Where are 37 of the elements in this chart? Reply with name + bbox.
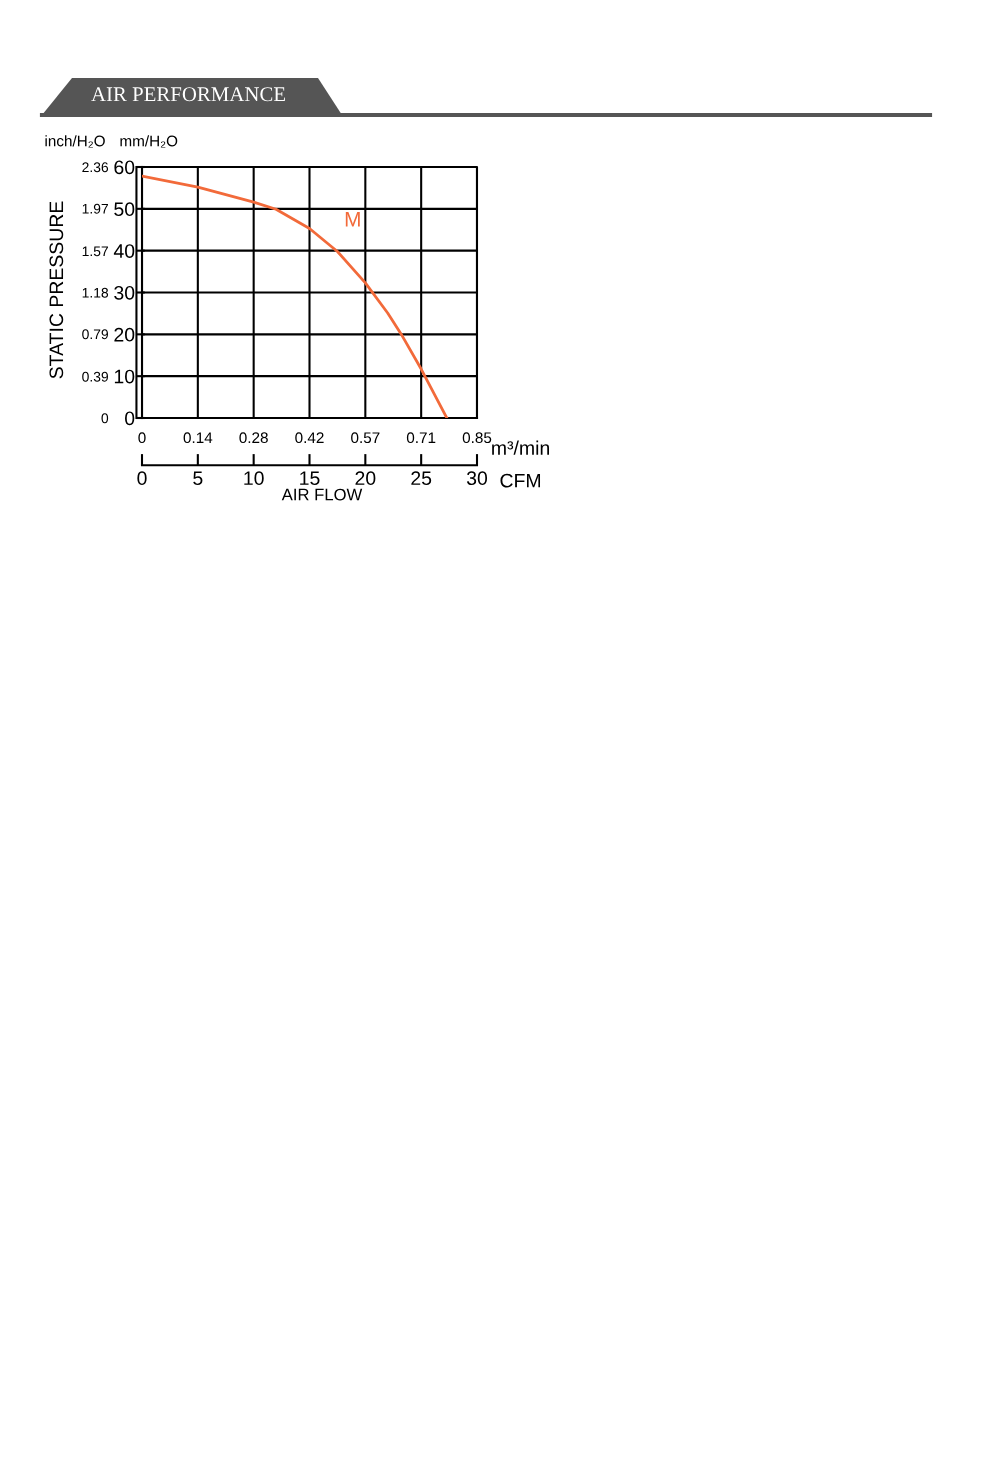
y-tick-label: 20 [114,327,135,342]
y-axis-title: mm/H₂O [120,135,178,148]
chart-title: AIR PERFORMANCE [91,87,286,102]
y2-tick-label: 1.57 [82,246,108,257]
text: STATIC PRESSURE [49,201,64,379]
x2-tick-label: 0 [138,432,146,444]
x-tick-label: 15 [300,471,320,486]
x2-tick-label: 0.28 [239,432,268,444]
x-tick-label: 20 [355,471,376,486]
x-tick-label: 0 [137,471,147,486]
y2-tick-label: 1.18 [82,287,109,298]
x-axis-title: CFM [500,473,541,488]
y2-tick-label: 0 [101,413,109,424]
y-tick-label: 50 [114,202,135,217]
y2-tick-label: 2.36 [82,162,109,173]
x-tick-label: 5 [193,471,203,486]
x2-axis-title: m³/min [492,440,549,455]
series-label: M [345,212,360,227]
x2-tick-label: 0.85 [462,432,492,444]
y2-tick-label: 0.79 [82,329,109,340]
x-tick-label: 25 [411,471,432,486]
y-tick-label: 60 [114,160,135,175]
y2-axis-title: inch/H₂O [45,135,105,148]
x2-tick-label: 0.57 [351,432,380,444]
y2-tick-label: 1.97 [82,203,108,214]
x2-tick-label: 0.42 [295,432,324,444]
x-tick-label: 10 [244,471,264,486]
y-tick-label: 30 [114,285,135,300]
x2-tick-label: 0.14 [183,432,213,444]
y-tick-label: 0 [125,411,135,426]
x2-tick-label: 0.71 [406,432,436,444]
x-tick-label: 30 [466,471,488,486]
y-tick-label: 40 [113,244,135,258]
text: AIR FLOW [281,488,363,501]
line-series [142,174,449,418]
y2-tick-label: 0.39 [82,371,109,382]
y-tick-label: 10 [114,369,135,384]
